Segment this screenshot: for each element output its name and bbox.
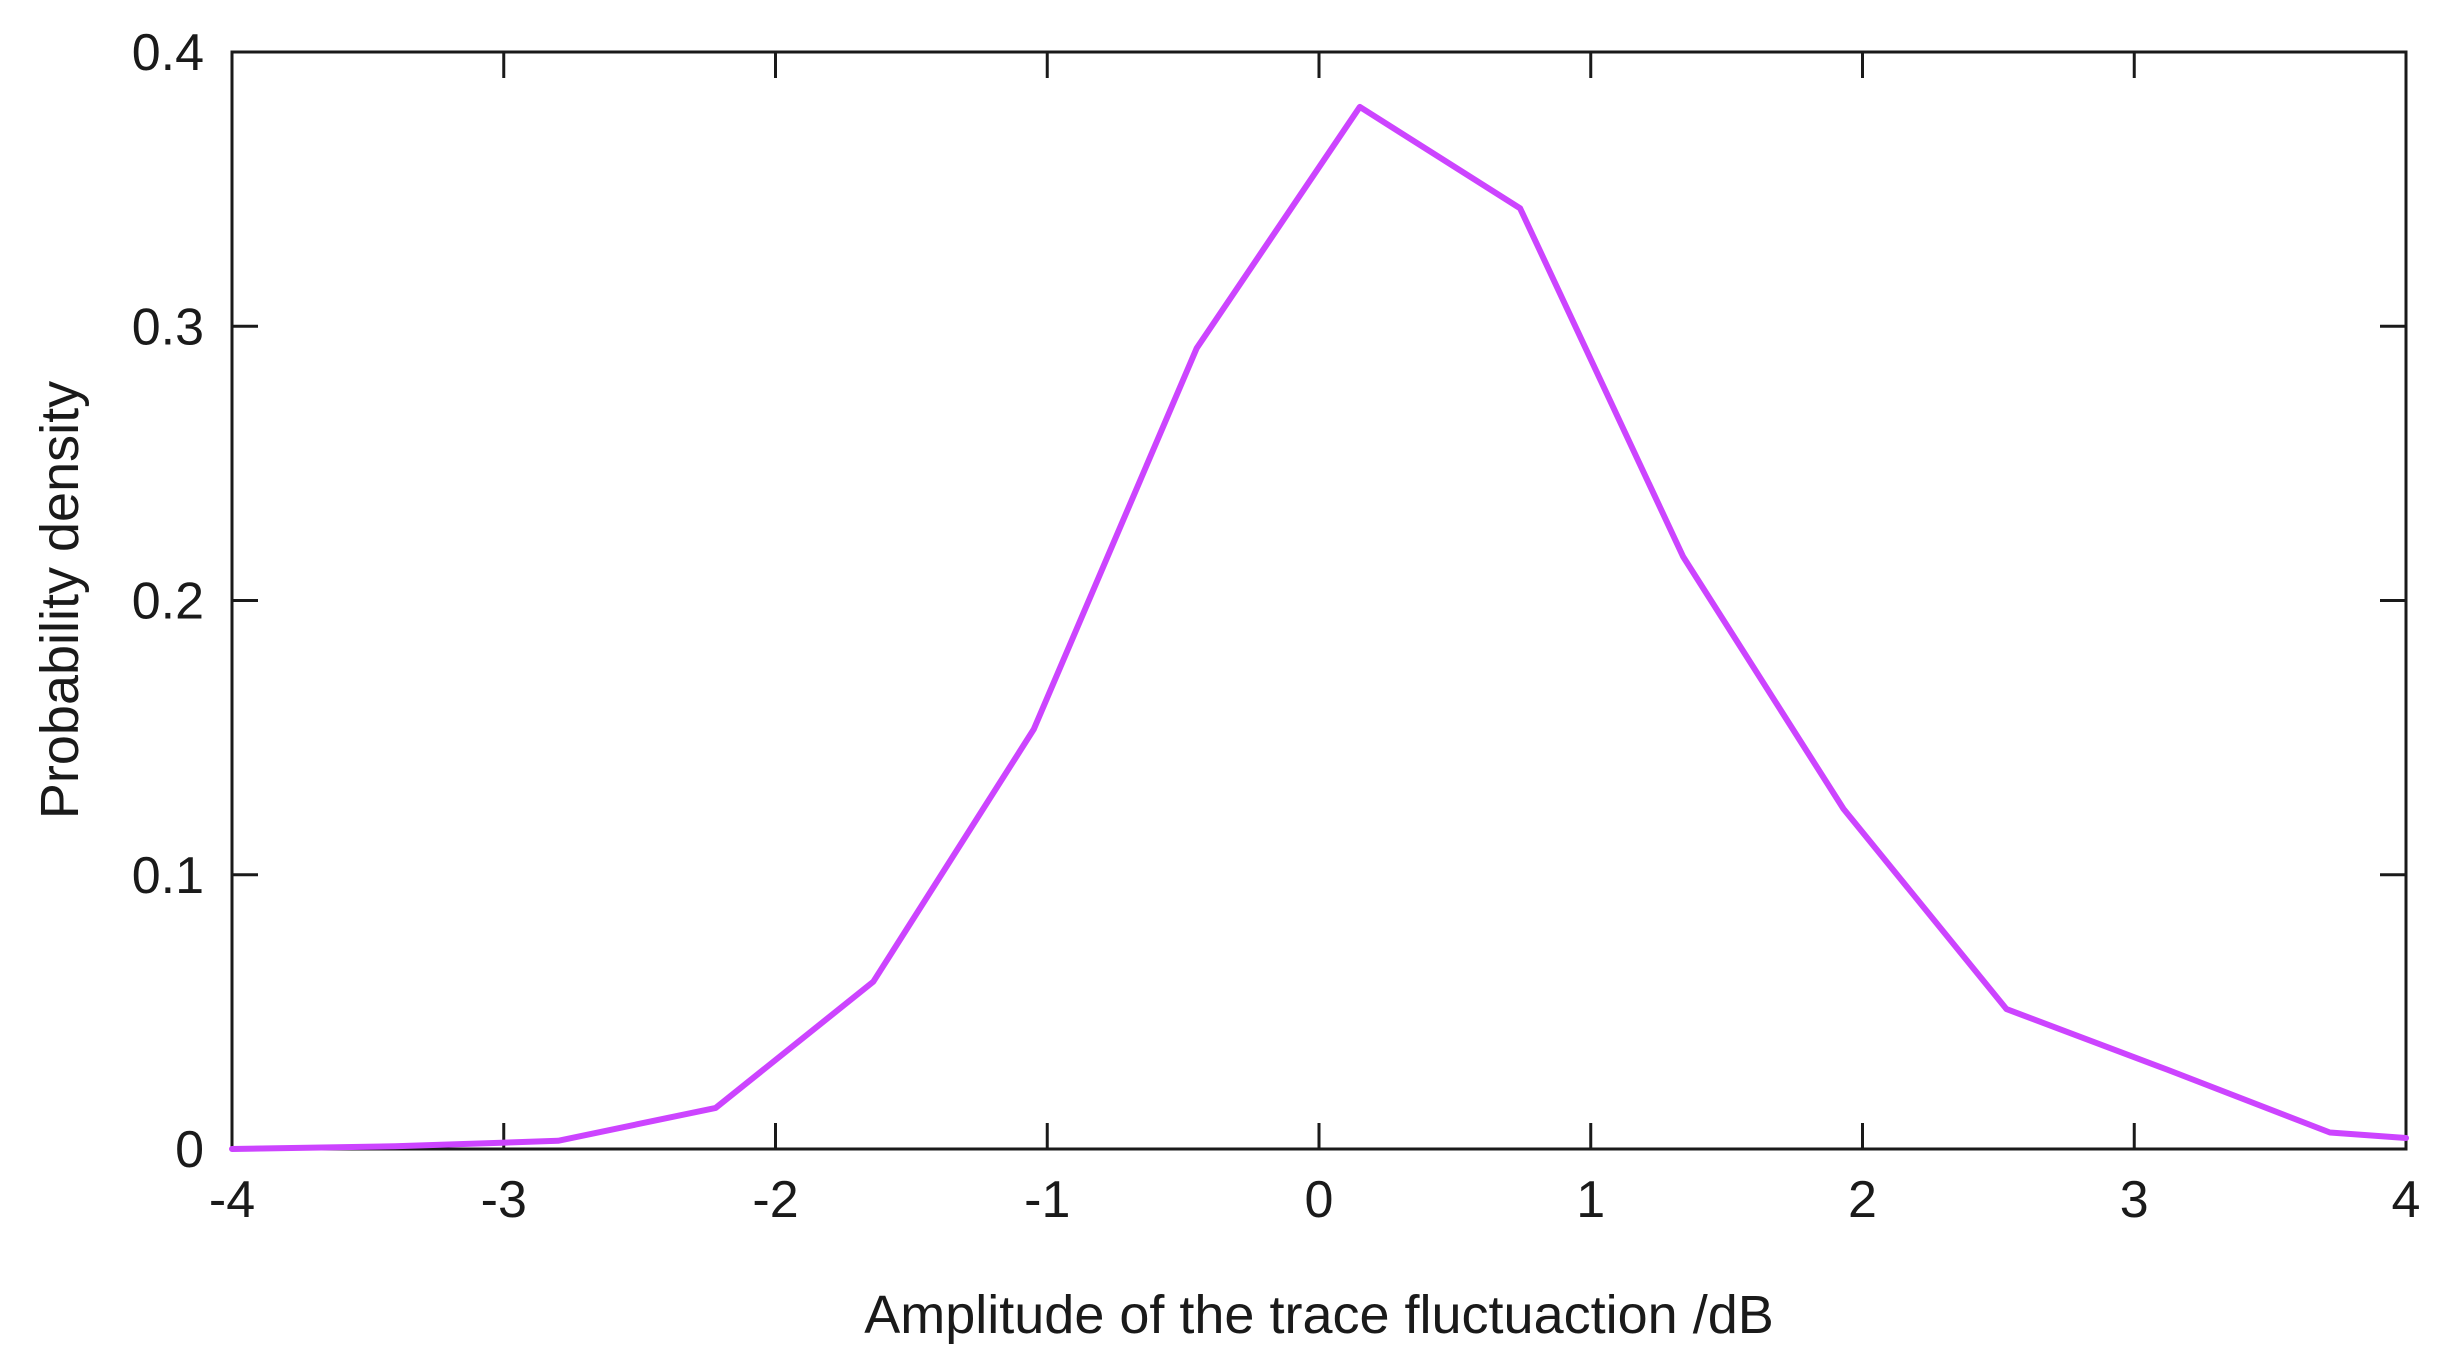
plot-area: [230, 50, 2408, 1151]
x-tick-label: -2: [752, 1171, 798, 1229]
x-tick-label: 2: [1848, 1171, 1877, 1229]
y-tick-labels: 0 0.1 0.2 0.3 0.4: [132, 24, 204, 1179]
y-tick-label: 0.1: [132, 847, 204, 905]
series-layer: [229, 103, 2409, 1152]
x-tick-label: 0: [1305, 1171, 1334, 1229]
x-tick-label: 3: [2120, 1171, 2149, 1229]
y-tick-label: 0.3: [132, 298, 204, 356]
y-axis-label: Probability density: [30, 381, 90, 819]
x-tick-label: -3: [481, 1171, 527, 1229]
y-tick-label: 0.4: [132, 24, 204, 82]
x-tick-label: -4: [209, 1171, 255, 1229]
x-tick-label: -1: [1024, 1171, 1070, 1229]
y-tick-label: 0.2: [132, 573, 204, 631]
x-tick-labels: -4 -3 -2 -1 0 1 2 3 4: [209, 1171, 2421, 1229]
tick-marks: [232, 52, 2406, 1149]
axes-frame: [230, 50, 2408, 1151]
y-tick-label: 0: [175, 1121, 204, 1179]
x-tick-label: 1: [1576, 1171, 1605, 1229]
x-axis-label: Amplitude of the trace fluctuaction /dB: [864, 1285, 1774, 1345]
series-line-0: [229, 103, 2409, 1152]
x-tick-label: 4: [2392, 1171, 2421, 1229]
